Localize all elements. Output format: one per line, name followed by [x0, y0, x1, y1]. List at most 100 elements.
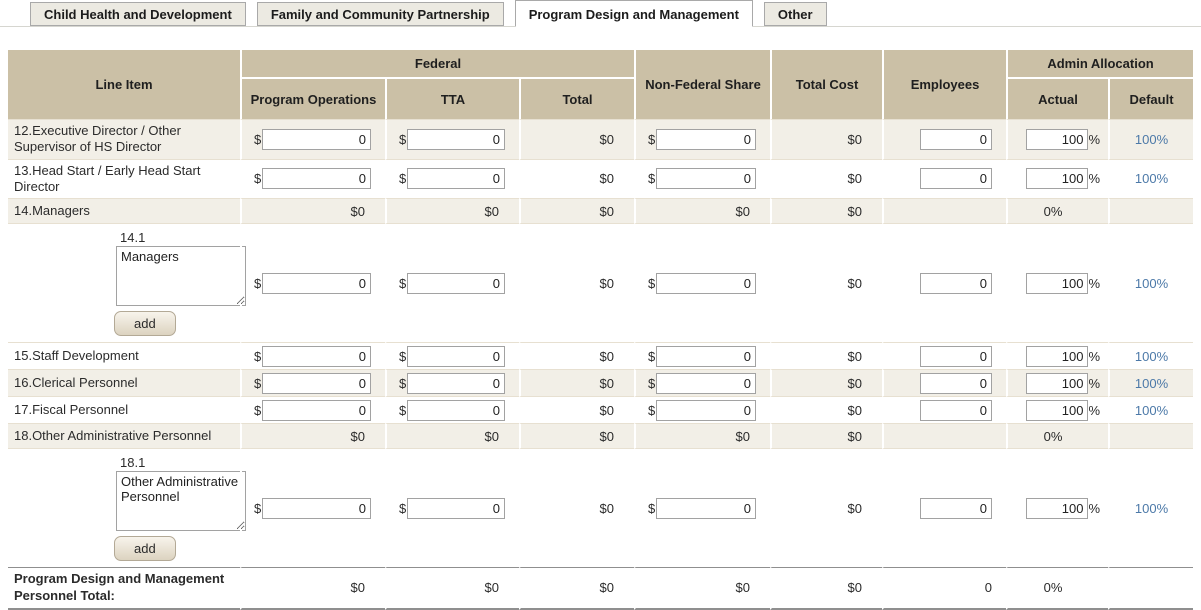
program-operations-value: $0	[240, 198, 385, 223]
program-operations-input[interactable]	[262, 168, 371, 190]
total-cost-value: $0	[770, 223, 883, 342]
tta-input[interactable]	[407, 345, 505, 367]
employees-input[interactable]	[920, 168, 993, 190]
tta-input[interactable]	[407, 497, 505, 519]
federal-total-value: $0	[519, 396, 635, 423]
percent-sign: %	[1088, 375, 1101, 391]
tab-family-and-community-partnership[interactable]: Family and Community Partnership	[256, 2, 504, 26]
dollar-sign: $	[254, 375, 262, 391]
actual-percent-value: 0%	[1006, 198, 1109, 223]
federal-total-value: $0	[519, 158, 635, 198]
default-percent-link[interactable]: 100%	[1134, 275, 1169, 291]
dollar-sign: $	[254, 500, 262, 516]
table-row: 17.Fiscal Personnel $ $ $0 $ $0% 100%	[8, 396, 1194, 423]
federal-total-value: $0	[519, 567, 635, 610]
column-header-non-federal-share: Non-Federal Share	[634, 50, 771, 119]
total-cost-value: $0	[770, 567, 883, 610]
column-header-default: Default	[1108, 77, 1194, 119]
actual-percent-input[interactable]	[1026, 399, 1089, 421]
dollar-sign: $	[254, 348, 262, 364]
program-operations-input[interactable]	[262, 372, 371, 394]
total-cost-value: $0	[770, 448, 883, 567]
actual-percent-input[interactable]	[1026, 128, 1089, 150]
non-federal-share-input[interactable]	[656, 345, 757, 367]
column-header-federal: Federal	[240, 50, 635, 77]
tab-child-health-and-development[interactable]: Child Health and Development	[30, 2, 246, 26]
employees-input[interactable]	[920, 399, 993, 421]
program-operations-input[interactable]	[262, 272, 371, 294]
line-item-label: 15.Staff Development	[8, 342, 240, 369]
tta-value: $0	[385, 567, 519, 610]
employees-input[interactable]	[920, 272, 993, 294]
column-header-tta: TTA	[385, 77, 519, 119]
default-percent-link[interactable]: 100%	[1134, 402, 1169, 418]
default-percent-link[interactable]: 100%	[1134, 131, 1169, 147]
tta-input[interactable]	[407, 372, 505, 394]
table-row: 15.Staff Development $ $ $0 $ $0% 100%	[8, 342, 1194, 369]
line-item-textarea[interactable]: Managers	[116, 246, 246, 306]
employees-input[interactable]	[920, 345, 993, 367]
non-federal-share-value: $0	[634, 567, 771, 610]
program-operations-input[interactable]	[262, 399, 371, 421]
line-item-textarea[interactable]: Other Administrative Personnel	[116, 471, 246, 531]
line-item-label: 16.Clerical Personnel	[8, 369, 240, 396]
line-item-label: 18.Other Administrative Personnel	[8, 423, 240, 448]
default-percent-link[interactable]: 100%	[1134, 348, 1169, 364]
percent-sign: %	[1088, 171, 1101, 187]
column-header-actual: Actual	[1006, 77, 1109, 119]
tab-program-design-and-management[interactable]: Program Design and Management	[514, 0, 753, 27]
percent-sign: %	[1088, 348, 1101, 364]
non-federal-share-input[interactable]	[656, 272, 757, 294]
non-federal-share-input[interactable]	[656, 372, 757, 394]
add-button[interactable]: add	[114, 311, 176, 336]
actual-percent-input[interactable]	[1026, 168, 1089, 190]
add-button[interactable]: add	[114, 536, 176, 561]
row-number-label: 14.1	[120, 230, 146, 245]
default-percent-link[interactable]: 100%	[1134, 500, 1169, 516]
dollar-sign: $	[399, 348, 407, 364]
tta-input[interactable]	[407, 272, 505, 294]
non-federal-share-input[interactable]	[656, 399, 757, 421]
program-operations-input[interactable]	[262, 497, 371, 519]
non-federal-share-input[interactable]	[656, 497, 757, 519]
tab-other[interactable]: Other	[763, 2, 827, 26]
total-cost-value: $0	[770, 423, 883, 448]
program-operations-input[interactable]	[262, 128, 371, 150]
table-row: 14.Managers $0 $0 $0 $0 $0 0%	[8, 198, 1194, 223]
tta-input[interactable]	[407, 399, 505, 421]
non-federal-share-input[interactable]	[656, 128, 757, 150]
total-cost-value: $0	[770, 198, 883, 223]
budget-table: Line Item Federal Non-Federal Share Tota…	[8, 50, 1194, 610]
program-operations-value: $0	[240, 567, 385, 610]
employees-total-value: 0	[882, 567, 1007, 610]
table-row: 18.Other Administrative Personnel $0 $0 $0 $…	[8, 423, 1194, 448]
actual-percent-input[interactable]	[1026, 372, 1089, 394]
dollar-sign: $	[254, 131, 262, 147]
program-operations-value: $0	[240, 423, 385, 448]
program-operations-input[interactable]	[262, 345, 371, 367]
default-percent-link[interactable]: 100%	[1134, 171, 1169, 187]
total-cost-value: $0	[770, 396, 883, 423]
non-federal-share-value: $0	[634, 423, 771, 448]
total-cost-value: $0	[770, 342, 883, 369]
employees-input[interactable]	[920, 497, 993, 519]
line-item-label: 14.Managers	[8, 198, 240, 223]
federal-total-value: $0	[519, 342, 635, 369]
actual-percent-input[interactable]	[1026, 345, 1089, 367]
default-percent-link[interactable]: 100%	[1134, 375, 1169, 391]
tta-input[interactable]	[407, 168, 505, 190]
federal-total-value: $0	[519, 198, 635, 223]
non-federal-share-input[interactable]	[656, 168, 757, 190]
dollar-sign: $	[648, 402, 656, 418]
actual-percent-input[interactable]	[1026, 272, 1089, 294]
dollar-sign: $	[648, 348, 656, 364]
employees-input[interactable]	[920, 372, 993, 394]
column-header-admin-allocation: Admin Allocation	[1006, 50, 1194, 77]
dollar-sign: $	[399, 375, 407, 391]
total-cost-value: $0	[770, 369, 883, 396]
employees-input[interactable]	[920, 128, 993, 150]
actual-percent-input[interactable]	[1026, 497, 1089, 519]
column-header-total-cost: Total Cost	[770, 50, 883, 119]
tta-input[interactable]	[407, 128, 505, 150]
